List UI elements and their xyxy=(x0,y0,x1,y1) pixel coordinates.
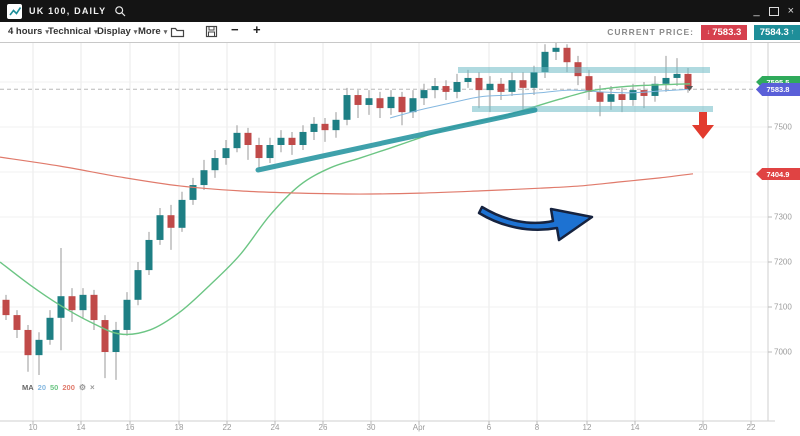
up-arrow-icon: ↑ xyxy=(790,28,795,36)
chevron-down-icon: ▾ xyxy=(45,28,49,36)
instrument-chart-icon xyxy=(7,3,22,19)
ascending-trendline[interactable] xyxy=(255,107,538,173)
svg-text:8: 8 xyxy=(535,423,540,432)
zoom-out-button[interactable]: − xyxy=(231,22,239,37)
ma200-period-label: 200 xyxy=(62,383,75,392)
current-price-marker xyxy=(686,86,693,91)
close-icon[interactable]: × xyxy=(787,5,794,17)
down-arrow-icon: ↓ xyxy=(706,28,711,36)
display-menu[interactable]: Display ▾ xyxy=(97,26,137,37)
svg-text:20: 20 xyxy=(699,423,708,432)
last-price-tag: 7583.8 xyxy=(756,83,800,96)
current-price-group: CURRENT PRICE: ↓ 7583.3 7584.3 ↑ xyxy=(607,24,800,40)
zoom-in-button[interactable]: + xyxy=(253,22,261,37)
current-price-label: CURRENT PRICE: xyxy=(607,27,694,37)
ma200-line xyxy=(0,156,694,195)
buy-price-box[interactable]: 7584.3 ↑ xyxy=(754,24,800,40)
chart-toolbar: 4 hours ▾ Technical ▾ Display ▾ More ▾ xyxy=(0,22,800,43)
save-icon[interactable] xyxy=(205,25,218,41)
ma50-line xyxy=(0,83,691,336)
technical-menu[interactable]: Technical ▾ xyxy=(48,26,98,37)
chevron-down-icon: ▾ xyxy=(133,28,138,36)
timeframe-menu[interactable]: 4 hours ▾ xyxy=(8,26,49,37)
sell-price-box[interactable]: ↓ 7583.3 xyxy=(701,24,747,40)
window-controls: _ × xyxy=(753,0,794,22)
search-icon[interactable] xyxy=(114,5,127,18)
popout-icon[interactable] xyxy=(768,6,779,16)
window-title: UK 100, DAILY xyxy=(29,6,107,16)
ma-indicator-legend: MA 20 50 200 ⚙ × xyxy=(22,383,95,392)
title-bar: UK 100, DAILY _ × xyxy=(0,0,800,22)
display-label: Display xyxy=(97,26,131,37)
gridlines xyxy=(0,42,768,421)
more-label: More xyxy=(138,26,161,37)
svg-text:7100: 7100 xyxy=(774,303,792,312)
chevron-down-icon: ▾ xyxy=(94,28,98,36)
more-menu[interactable]: More ▾ xyxy=(138,26,167,37)
technical-label: Technical xyxy=(48,26,92,37)
svg-text:Apr: Apr xyxy=(413,423,426,432)
gear-icon[interactable]: ⚙ xyxy=(78,383,87,392)
svg-text:30: 30 xyxy=(367,423,376,432)
red-down-arrow[interactable] xyxy=(692,112,714,139)
support-zone[interactable] xyxy=(472,106,713,112)
svg-text:10: 10 xyxy=(29,423,38,432)
remove-indicator-icon[interactable]: × xyxy=(90,383,95,392)
svg-text:6: 6 xyxy=(487,423,492,432)
svg-text:26: 26 xyxy=(319,423,328,432)
sell-price: 7583.3 xyxy=(712,26,742,38)
ma20-period-label: 20 xyxy=(37,383,47,392)
svg-text:22: 22 xyxy=(223,423,232,432)
ma-label: MA xyxy=(22,383,34,392)
svg-text:7500: 7500 xyxy=(774,123,792,132)
timeframe-label: 4 hours xyxy=(8,26,43,37)
buy-price: 7584.3 xyxy=(759,26,789,38)
svg-text:24: 24 xyxy=(271,423,280,432)
svg-text:22: 22 xyxy=(747,423,756,432)
svg-text:16: 16 xyxy=(126,423,135,432)
minimize-icon[interactable]: _ xyxy=(753,5,760,17)
chevron-down-icon: ▾ xyxy=(163,28,168,36)
ma200-price-tag: 7404.9 xyxy=(756,168,800,180)
blue-swoosh-arrow[interactable] xyxy=(477,205,594,242)
x-axis-labels: 10 14 16 18 22 24 26 30 Apr 6 8 12 14 20 22 xyxy=(29,421,756,432)
svg-text:18: 18 xyxy=(175,423,184,432)
resistance-zone[interactable] xyxy=(458,67,710,73)
ma20-line xyxy=(389,88,691,119)
svg-text:14: 14 xyxy=(77,423,86,432)
svg-text:14: 14 xyxy=(631,423,640,432)
candles xyxy=(2,40,692,380)
svg-text:7200: 7200 xyxy=(774,258,792,267)
svg-text:7000: 7000 xyxy=(774,348,792,357)
open-folder-icon[interactable] xyxy=(170,25,185,41)
svg-text:12: 12 xyxy=(583,423,592,432)
y-axis-labels: 7600750074007300720071007000 xyxy=(768,78,792,357)
svg-text:7300: 7300 xyxy=(774,213,792,222)
ma50-period-label: 50 xyxy=(50,383,59,392)
